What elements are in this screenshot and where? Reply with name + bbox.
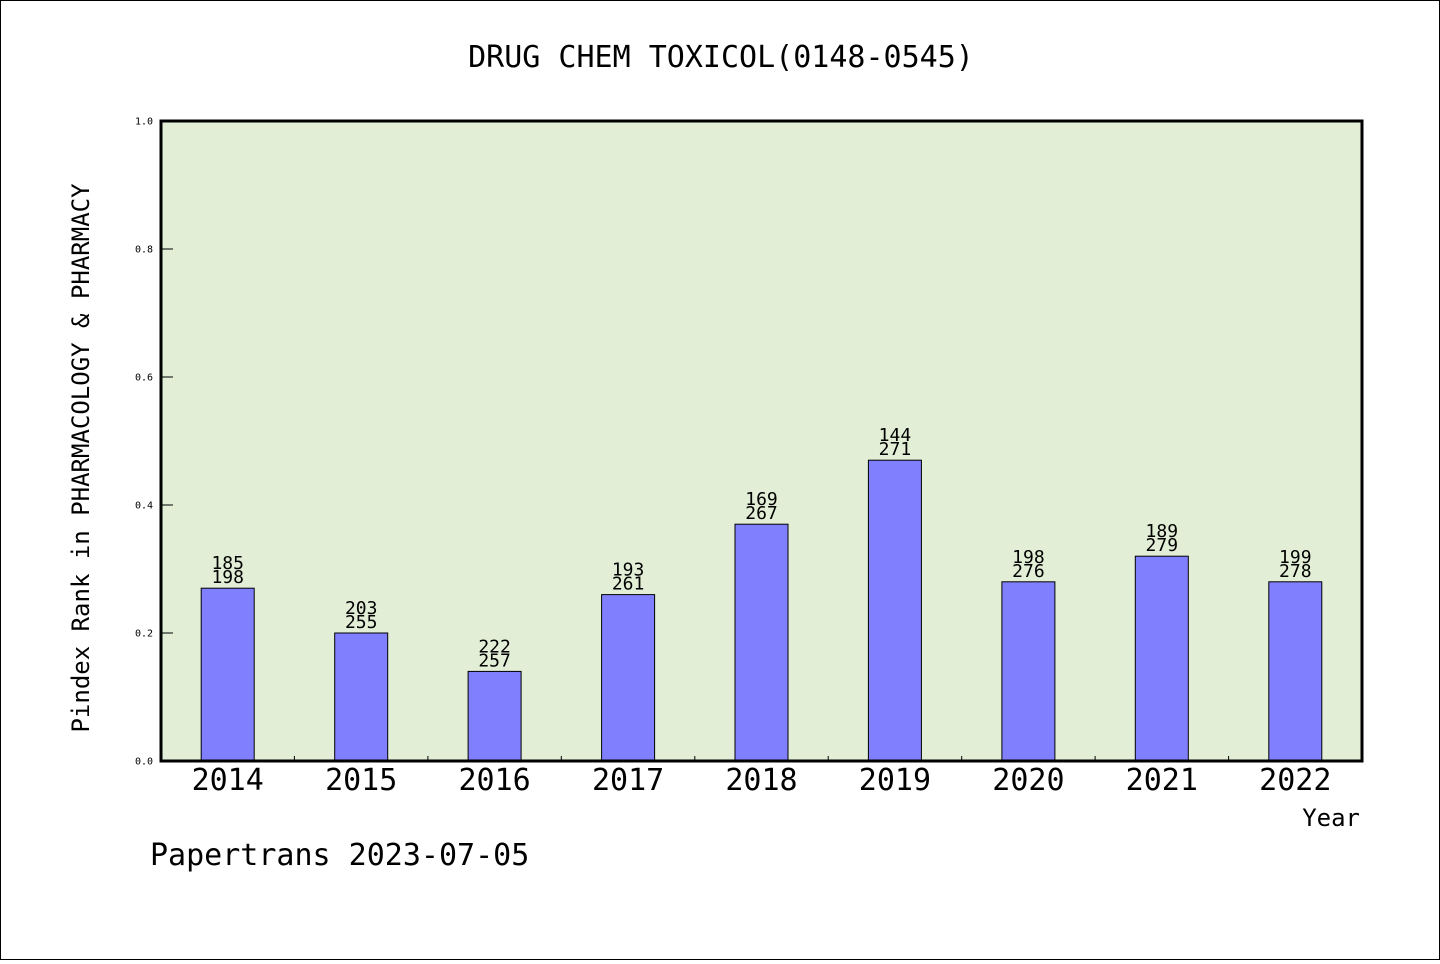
data-label-bottom-2016: 257 <box>478 650 511 671</box>
y-tick-label: 0.0 <box>135 757 153 768</box>
bar-2015 <box>334 632 389 762</box>
y-tick-label: 0.2 <box>135 629 153 640</box>
footer-stamp: Papertrans 2023-07-05 <box>150 838 529 873</box>
bar-2018 <box>734 523 789 762</box>
bar-2020 <box>1001 581 1056 762</box>
data-label-top-2019: 144 <box>879 425 912 446</box>
x-tick-label-2019: 2019 <box>859 763 931 798</box>
data-label-top-2018: 169 <box>745 489 778 510</box>
data-label-top-2022: 199 <box>1279 547 1312 568</box>
data-label-top-2014: 185 <box>211 553 244 574</box>
chart-title: DRUG CHEM TOXICOL(0148-0545) <box>468 40 974 75</box>
y-tick-label: 0.6 <box>135 373 153 384</box>
plot-border <box>159 119 1364 763</box>
x-axis-label: Year <box>1302 804 1360 832</box>
data-label-top-2020: 198 <box>1012 547 1045 568</box>
x-tick-label-2015: 2015 <box>325 763 397 798</box>
bar-2016 <box>467 670 522 762</box>
data-label-bottom-2018: 267 <box>745 503 778 524</box>
data-label-top-2017: 193 <box>612 560 645 581</box>
x-tick-label-2014: 2014 <box>192 763 264 798</box>
data-label-top-2016: 222 <box>478 636 511 657</box>
data-label-bottom-2020: 276 <box>1012 561 1045 582</box>
x-axis: 2014 2015 2016 2017 2018 2019 2020 2021 2022 <box>192 756 1331 798</box>
y-tick-label: 0.4 <box>135 501 153 512</box>
data-label-top-2015: 203 <box>345 598 378 619</box>
x-tick-label-2021: 2021 <box>1126 763 1198 798</box>
x-tick-label-2017: 2017 <box>592 763 664 798</box>
bar-2022 <box>1268 581 1323 762</box>
bar-2021 <box>1134 555 1189 762</box>
data-label-bottom-2014: 198 <box>211 567 244 588</box>
data-label-bottom-2015: 255 <box>345 612 378 633</box>
data-label-bottom-2019: 271 <box>879 439 912 460</box>
x-tick-label-2018: 2018 <box>725 763 797 798</box>
x-tick-label-2022: 2022 <box>1259 763 1331 798</box>
data-label-bottom-2021: 279 <box>1146 535 1179 556</box>
data-label-bottom-2017: 261 <box>612 574 645 595</box>
y-tick-label: 1.0 <box>135 117 153 128</box>
x-tick-label-2016: 2016 <box>458 763 530 798</box>
bar-2019 <box>867 459 922 762</box>
bar-2014 <box>200 587 255 762</box>
x-tick-label-2020: 2020 <box>992 763 1064 798</box>
y-axis-label: Pindex Rank in PHARMACOLOGY & PHARMACY <box>67 183 95 733</box>
data-labels-group: 1851982032552222571932611692671442711982… <box>211 425 1311 671</box>
data-label-bottom-2022: 278 <box>1279 561 1312 582</box>
bar-2017 <box>601 594 656 762</box>
y-tick-label: 0.8 <box>135 245 153 256</box>
data-label-top-2021: 189 <box>1146 521 1179 542</box>
bars-group <box>200 459 1323 762</box>
